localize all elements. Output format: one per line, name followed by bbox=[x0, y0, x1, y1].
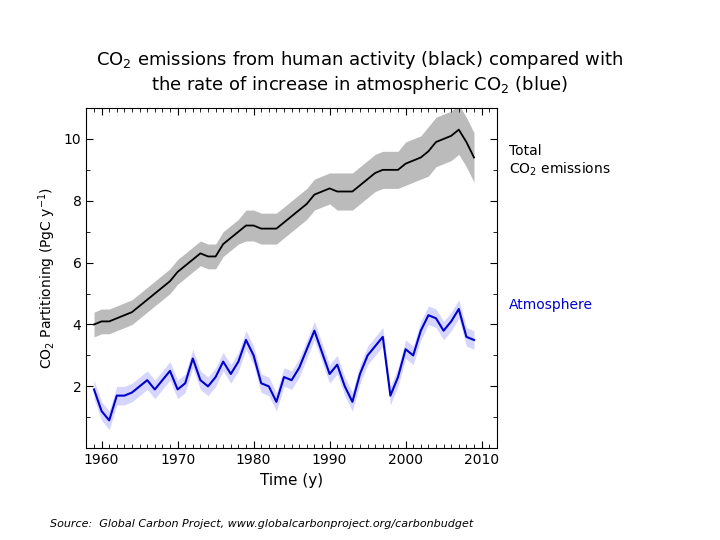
Text: Total
CO$_2$ emissions: Total CO$_2$ emissions bbox=[509, 144, 611, 178]
X-axis label: Time (y): Time (y) bbox=[260, 472, 323, 488]
Text: Source:  Global Carbon Project, www.globalcarbonproject.org/carbonbudget: Source: Global Carbon Project, www.globa… bbox=[50, 519, 474, 529]
Text: Atmosphere: Atmosphere bbox=[509, 298, 593, 312]
Text: CO$_2$ emissions from human activity (black) compared with
the rate of increase : CO$_2$ emissions from human activity (bl… bbox=[96, 49, 624, 96]
Y-axis label: CO$_2$ Partitioning (PgC y$^{-1}$): CO$_2$ Partitioning (PgC y$^{-1}$) bbox=[37, 187, 58, 369]
